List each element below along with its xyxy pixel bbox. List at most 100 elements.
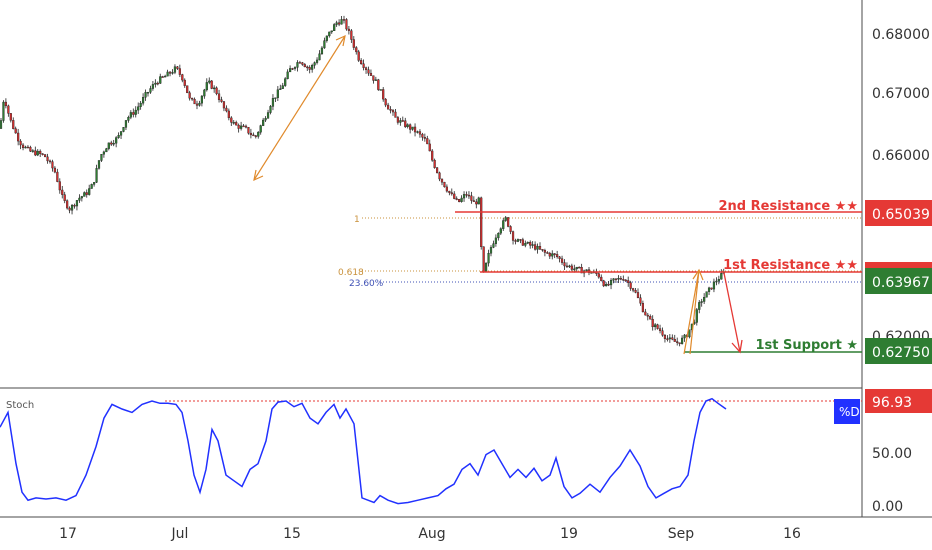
candle-body: [328, 31, 331, 37]
time-tick-label: 17: [59, 526, 77, 542]
candle-body: [200, 95, 203, 104]
candle-body: [178, 68, 181, 75]
candle-body: [467, 194, 471, 197]
candle-body: [119, 131, 123, 136]
candle-body: [391, 110, 395, 113]
candle-body: [352, 39, 355, 48]
candle-body: [318, 53, 321, 61]
candle-body: [671, 337, 674, 340]
candle-body: [448, 190, 451, 193]
candle-body: [161, 76, 164, 78]
candle-body: [364, 67, 368, 70]
candle-body: [658, 328, 662, 331]
candle-body: [115, 137, 118, 144]
candle-body: [249, 132, 252, 136]
candle-body: [379, 89, 382, 91]
candle-body: [293, 67, 297, 69]
candle-body: [516, 239, 520, 242]
red-down-arrow-head: [731, 339, 743, 354]
candle-body: [609, 279, 613, 286]
candle-body: [460, 197, 463, 202]
candle-body: [110, 142, 113, 145]
candle-body: [681, 337, 684, 344]
time-tick-label: 19: [560, 526, 578, 542]
candle-body: [124, 120, 128, 128]
stoch-tick-label: 50.00: [872, 446, 912, 462]
candle-body: [629, 282, 632, 289]
candle-body: [29, 146, 32, 152]
candle-body: [210, 80, 213, 89]
candle-body: [36, 150, 39, 156]
candle-body: [438, 172, 441, 180]
candle-body: [340, 19, 343, 25]
candle-body: [551, 253, 554, 257]
candle-body: [509, 226, 512, 232]
candle-body: [654, 324, 657, 328]
red-down-arrow: [723, 272, 741, 353]
candle-body: [276, 89, 279, 98]
candle-body: [553, 253, 556, 255]
candle-body: [63, 194, 66, 201]
candle-body: [48, 160, 52, 163]
stochastic-pane: Stoch %D 96.93 50.00 0.00: [0, 389, 932, 515]
candle-body: [220, 99, 223, 102]
candle-body: [58, 181, 61, 191]
candle-body: [164, 75, 167, 78]
candle-body: [320, 47, 324, 55]
candle-body: [193, 98, 196, 105]
time-tick-label: Aug: [418, 526, 445, 542]
candle-body: [239, 125, 243, 129]
candle-body: [70, 204, 74, 211]
candle-body: [587, 269, 591, 273]
candle-body: [666, 338, 669, 340]
candle-body: [149, 88, 152, 93]
candle-body: [639, 297, 642, 304]
candle-body: [203, 89, 206, 97]
candle-body: [627, 280, 630, 283]
stoch-value-badge: [865, 389, 932, 413]
candle-body: [556, 254, 559, 258]
candle-body: [289, 68, 292, 73]
candle-body: [274, 97, 277, 99]
candle-body: [325, 35, 328, 41]
candle-body: [673, 338, 676, 342]
candle-body: [129, 112, 132, 118]
candle-body: [521, 239, 524, 246]
candle-body: [333, 24, 336, 31]
candle-body: [573, 268, 576, 271]
candle-body: [661, 330, 664, 336]
orange-rebound-arrow-up: [683, 269, 700, 355]
candle-body: [399, 120, 402, 123]
candle-body: [585, 269, 588, 272]
candle-body: [710, 287, 713, 290]
candle-body: [345, 19, 348, 30]
candle-body: [347, 28, 350, 31]
candle-body: [458, 198, 461, 202]
candle-body: [619, 278, 622, 280]
candle-body: [105, 148, 108, 153]
candle-body: [85, 192, 88, 195]
price-badges: 0.65039 0.63967 0.62750: [865, 200, 932, 364]
candle-body: [511, 231, 515, 241]
candle-body: [440, 178, 444, 183]
candle-body: [489, 247, 493, 254]
candle-body: [497, 232, 500, 239]
candle-body: [132, 112, 135, 115]
stoch-d-line: [0, 397, 727, 505]
candle-body: [173, 66, 177, 73]
candle-body: [421, 133, 424, 138]
support-resistance-levels: 2nd Resistance ★★ 1st Resistance ★★ 1st …: [455, 199, 862, 353]
candle-body: [519, 239, 522, 241]
candle-body: [97, 160, 101, 169]
candle-body: [715, 280, 718, 283]
candle-body: [53, 167, 56, 173]
candle-body: [252, 134, 255, 137]
candle-body: [524, 243, 527, 246]
orange-rebound-arrow-head: [692, 268, 704, 281]
candle-body: [477, 197, 480, 205]
candle-body: [156, 82, 159, 85]
first-support-label: 1st Support ★: [756, 338, 859, 353]
candle-body: [34, 150, 37, 156]
candle-body: [335, 22, 338, 25]
candle-body: [480, 197, 483, 247]
